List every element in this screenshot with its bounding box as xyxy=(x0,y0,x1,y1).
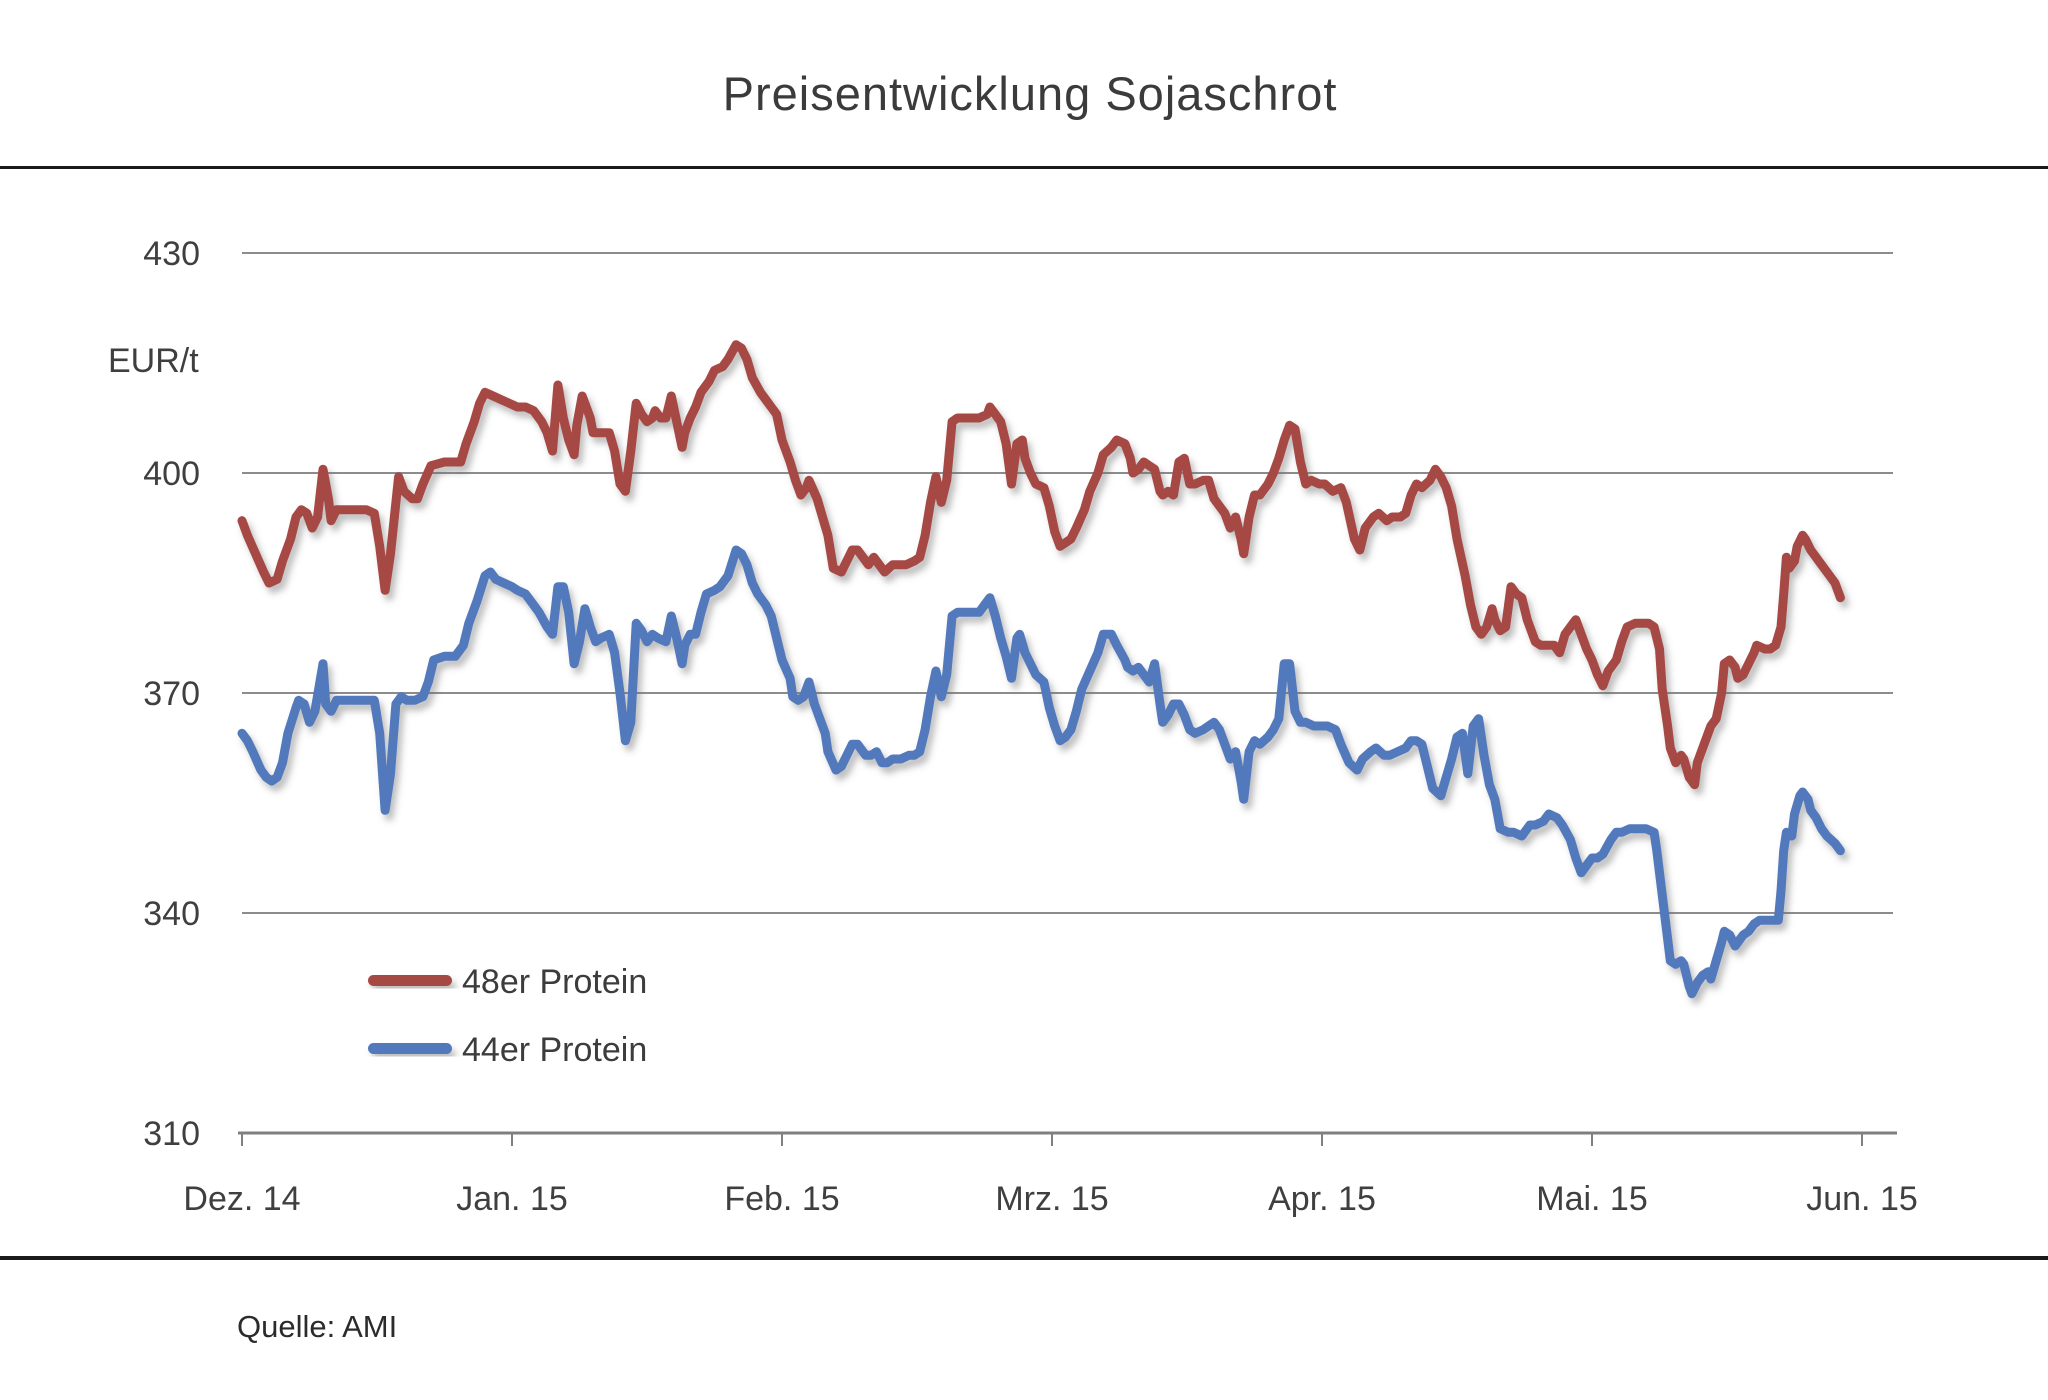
x-axis xyxy=(238,1131,1897,1146)
y-tick-label-370: 370 xyxy=(143,675,200,713)
top-divider xyxy=(0,166,2048,169)
x-axis-labels: Dez. 14 Jan. 15 Feb. 15 Mrz. 15 Apr. 15 Mai. … xyxy=(183,1180,1917,1218)
legend-item-44er-protein: 44er Protein xyxy=(368,1031,647,1069)
x-tick-label-0: Dez. 14 xyxy=(183,1180,300,1218)
legend-swatch-44er-protein xyxy=(368,1043,452,1054)
y-tick-label-400: 400 xyxy=(143,455,200,493)
y-tick-label-340: 340 xyxy=(143,895,200,933)
series-lines xyxy=(237,340,1845,999)
x-tick-label-2: Feb. 15 xyxy=(724,1180,839,1218)
x-tick-label-1: Jan. 15 xyxy=(456,1180,568,1218)
x-tick-label-5: Mai. 15 xyxy=(1536,1180,1648,1218)
legend: 48er Protein 44er Protein xyxy=(368,963,647,1069)
legend-label-44er-protein: 44er Protein xyxy=(462,1031,647,1069)
legend-label-48er-protein: 48er Protein xyxy=(462,963,647,1001)
gridlines xyxy=(242,252,1893,914)
x-tick-label-3: Mrz. 15 xyxy=(995,1180,1108,1218)
series-line-48er-protein xyxy=(237,340,1845,790)
y-tick-label-310: 310 xyxy=(143,1115,200,1153)
y-axis-labels: 430 400 370 340 310 xyxy=(143,235,200,1153)
legend-swatch-48er-protein xyxy=(368,975,452,986)
source-label: Quelle: AMI xyxy=(237,1309,397,1344)
y-tick-label-430: 430 xyxy=(143,235,200,273)
y-axis-unit-label: EUR/t xyxy=(108,342,199,380)
series-line-44er-protein xyxy=(237,545,1845,999)
bottom-divider xyxy=(0,1256,2048,1260)
legend-item-48er-protein: 48er Protein xyxy=(368,963,647,1001)
chart-title: Preisentwicklung Sojaschrot xyxy=(723,67,1338,120)
x-tick-label-6: Jun. 15 xyxy=(1806,1180,1918,1218)
x-tick-label-4: Apr. 15 xyxy=(1268,1180,1376,1218)
